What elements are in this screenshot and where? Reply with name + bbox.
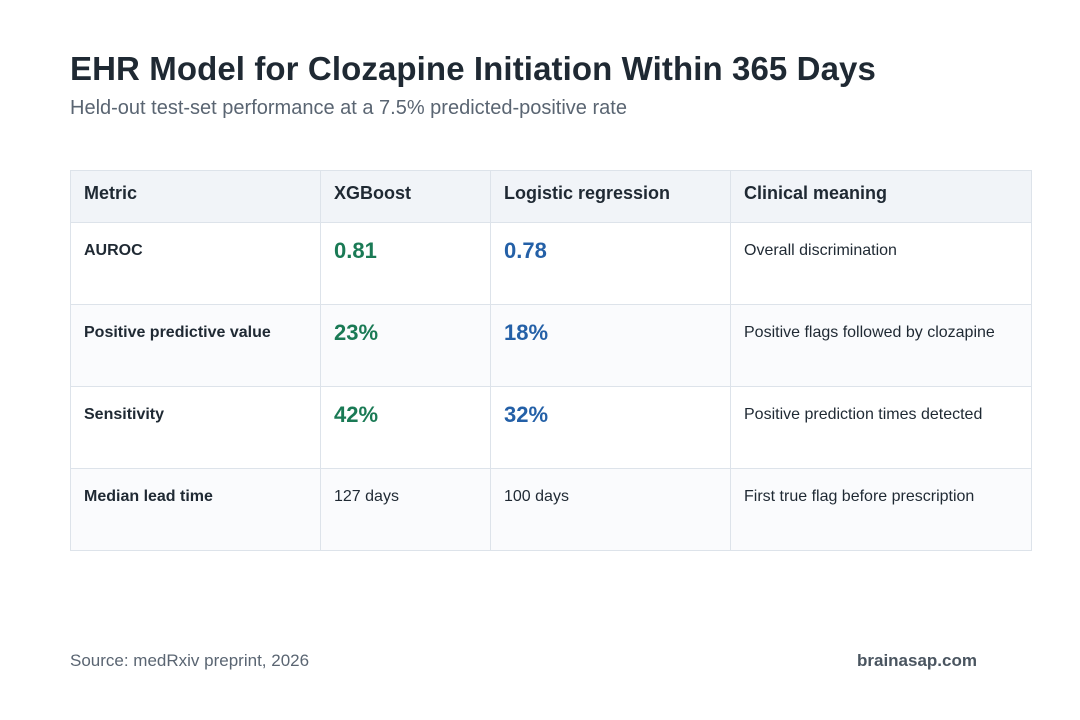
- xgboost-value-cell: 0.81: [320, 222, 491, 305]
- table-row-median-lead-time: Median lead time 127 days 100 days First…: [70, 468, 1032, 551]
- source-note: Source: medRxiv preprint, 2026: [70, 651, 310, 670]
- metric-name-cell: Sensitivity: [70, 386, 321, 469]
- column-header-metric: Metric: [70, 170, 321, 223]
- metrics-table: Metric XGBoost Logistic regression Clini…: [70, 170, 1032, 551]
- header-row: Metric XGBoost Logistic regression Clini…: [70, 170, 1032, 223]
- page-subtitle: Held-out test-set performance at a 7.5% …: [70, 97, 627, 119]
- clinical-meaning-cell: First true flag before prescription: [730, 468, 1032, 551]
- table-row-sensitivity: Sensitivity 42% 32% Positive prediction …: [70, 386, 1032, 469]
- page-title: EHR Model for Clozapine Initiation Withi…: [70, 50, 876, 87]
- brand-label: brainasap.com: [857, 651, 977, 670]
- metric-name-cell: AUROC: [70, 222, 321, 305]
- xgboost-value-cell: 127 days: [320, 468, 491, 551]
- logistic-value-cell: 32%: [490, 386, 731, 469]
- column-header-xgboost: XGBoost: [320, 170, 491, 223]
- table-body: AUROC 0.81 0.78 Overall discrimination P…: [70, 222, 1032, 551]
- clinical-meaning-cell: Overall discrimination: [730, 222, 1032, 305]
- metric-name-cell: Median lead time: [70, 468, 321, 551]
- table-row-ppv: Positive predictive value 23% 18% Positi…: [70, 304, 1032, 387]
- clinical-meaning-cell: Positive prediction times detected: [730, 386, 1032, 469]
- xgboost-value-cell: 23%: [320, 304, 491, 387]
- logistic-value-cell: 18%: [490, 304, 731, 387]
- clinical-meaning-cell: Positive flags followed by clozapine: [730, 304, 1032, 387]
- logistic-value-cell: 0.78: [490, 222, 731, 305]
- column-header-clinical-meaning: Clinical meaning: [730, 170, 1032, 223]
- column-header-logistic-regression: Logistic regression: [490, 170, 731, 223]
- table-header: Metric XGBoost Logistic regression Clini…: [70, 170, 1032, 223]
- logistic-value-cell: 100 days: [490, 468, 731, 551]
- metric-name-cell: Positive predictive value: [70, 304, 321, 387]
- table-row-auroc: AUROC 0.81 0.78 Overall discrimination: [70, 222, 1032, 305]
- xgboost-value-cell: 42%: [320, 386, 491, 469]
